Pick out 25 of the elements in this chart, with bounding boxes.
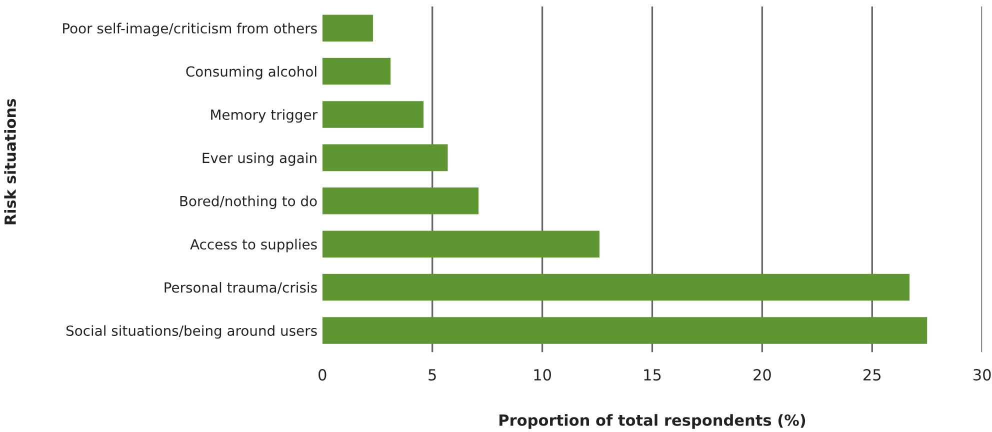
x-tick-label: 25 [864, 369, 881, 381]
x-tick-label: 15 [644, 369, 661, 381]
x-tick-label: 30 [974, 369, 991, 381]
x-axis-title: Proportion of total respondents (%) [499, 414, 806, 429]
bar [322, 274, 910, 301]
y-axis-title: Risk situations [4, 99, 16, 224]
x-tick-label: 10 [534, 369, 551, 381]
bar [322, 14, 373, 42]
x-tick-label: 0 [318, 369, 326, 381]
y-tick-label: Access to supplies [190, 238, 317, 252]
x-tick-label: 5 [428, 369, 436, 381]
y-tick-label: Personal trauma/crisis [164, 282, 317, 294]
y-tick-label: Social situations/being around users [66, 325, 317, 339]
y-tick-label: Consuming alcohol [186, 66, 316, 80]
x-tick-label: 20 [754, 369, 771, 381]
bar [322, 187, 479, 214]
y-tick-label: Poor self-image/criticism from others [63, 22, 317, 36]
bar [322, 230, 600, 258]
bar [322, 101, 424, 128]
y-tick-label: Bored/nothing to do [180, 196, 317, 210]
y-tick-label: Memory trigger [211, 109, 318, 123]
y-tick-label: Ever using again [202, 152, 316, 166]
bar [322, 144, 448, 172]
bar [322, 317, 928, 344]
bar [322, 58, 391, 85]
